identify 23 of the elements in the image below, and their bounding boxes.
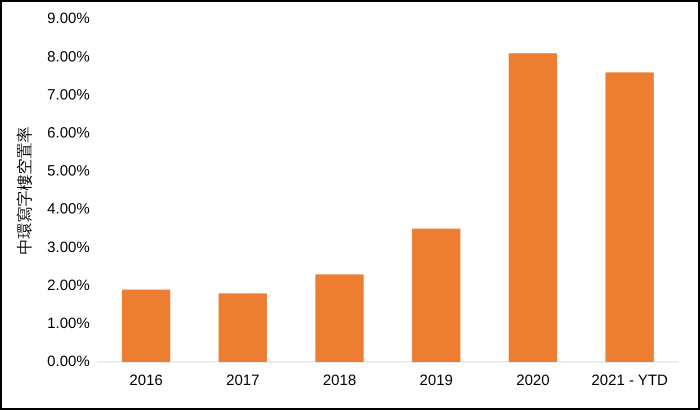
x-tick-label: 2021 - YTD	[591, 372, 668, 390]
y-tick-label: 8.00%	[47, 48, 90, 66]
y-tick-label: 0.00%	[47, 353, 90, 370]
bar	[412, 228, 460, 362]
bar	[122, 290, 170, 362]
y-tick-label: 7.00%	[47, 86, 90, 104]
y-axis-title: 中環寫字樓空置率	[16, 126, 34, 254]
y-tick-label: 4.00%	[47, 200, 90, 218]
x-tick-label: 2017	[226, 372, 260, 390]
x-tick-label: 2018	[322, 372, 356, 390]
bar	[508, 53, 558, 362]
y-tick-label: 3.00%	[47, 238, 90, 256]
x-tick-label: 2020	[516, 372, 550, 390]
y-tick-label: 2.00%	[47, 276, 90, 294]
x-tick-label: 2016	[129, 372, 163, 390]
y-tick-label: 6.00%	[47, 124, 90, 142]
y-tick-label: 1.00%	[47, 315, 90, 332]
bar	[605, 72, 654, 362]
bar	[315, 274, 364, 362]
bar	[218, 293, 267, 362]
y-tick-label: 9.00%	[47, 10, 90, 28]
y-tick-label: 5.00%	[47, 162, 90, 180]
x-tick-label: 2019	[420, 372, 453, 390]
